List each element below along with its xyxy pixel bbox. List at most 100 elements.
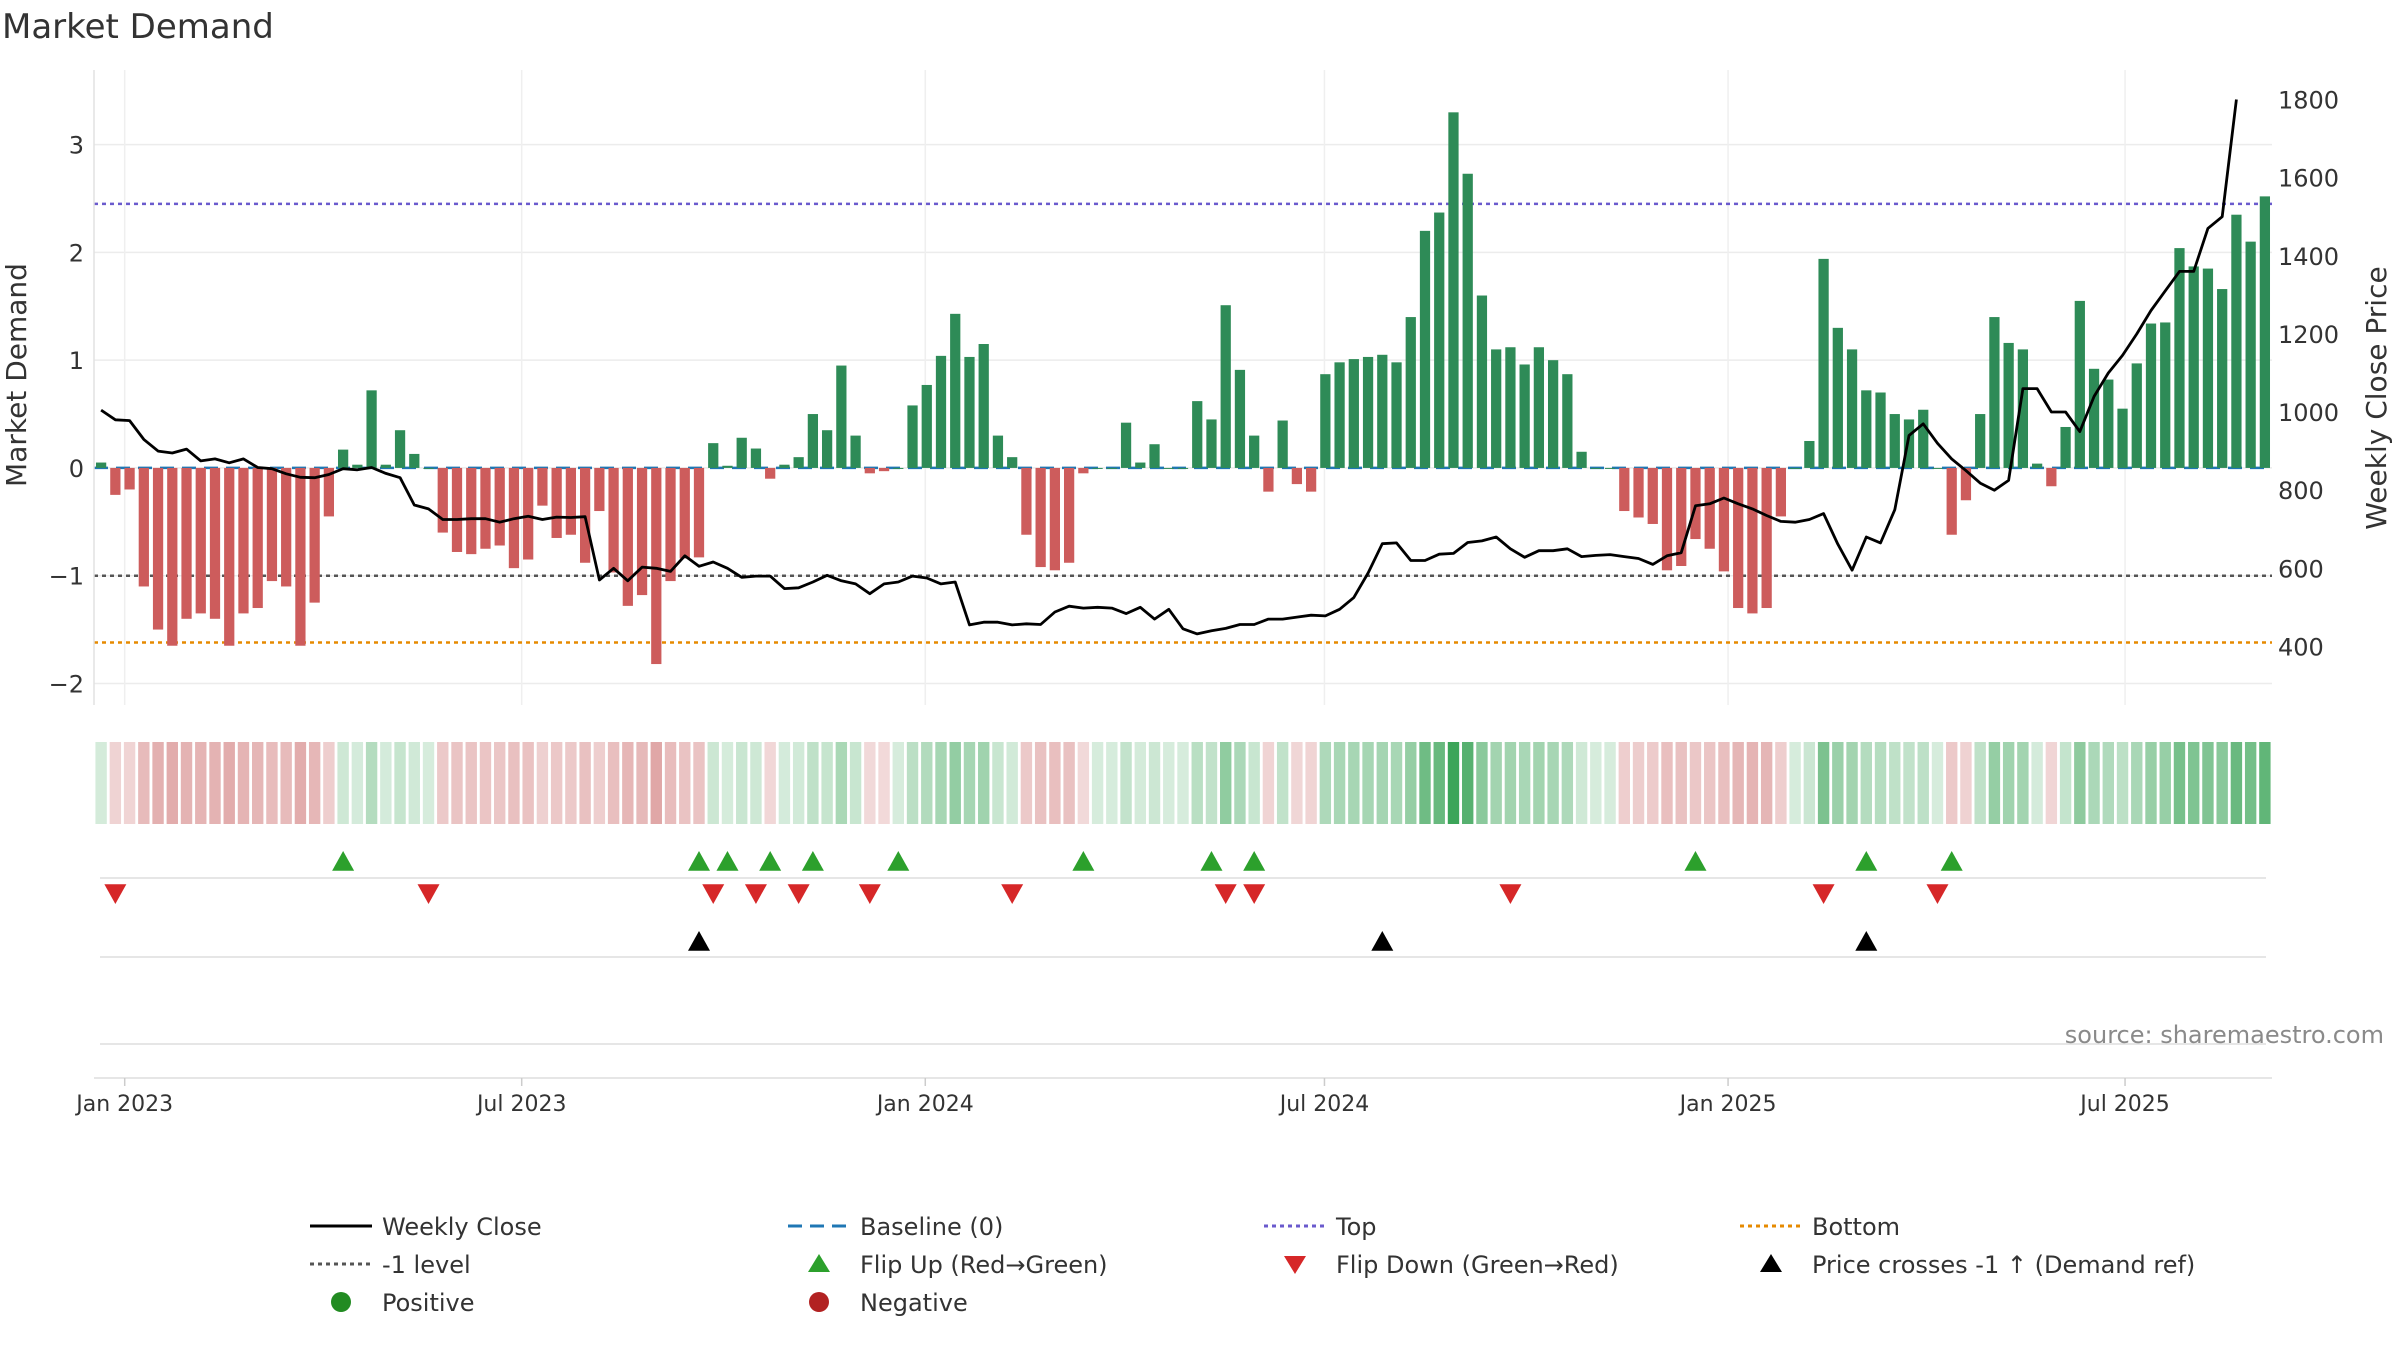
demand-bar [1448,112,1459,468]
heat-cell [1988,742,2001,824]
legend-item: -1 level [310,1251,471,1279]
heat-cell [2116,742,2129,824]
heat-cell [2244,742,2257,824]
heat-cell [1960,742,1972,824]
heat-cell [1561,742,1574,824]
heat-cell [1006,742,1018,824]
heat-cell [1433,742,1445,824]
heat-cell [437,742,449,824]
demand-bar [636,467,648,596]
heat-cell [1860,742,1872,824]
demand-bar [195,467,206,614]
heat-cell [1163,742,1175,824]
legend-label: Baseline (0) [860,1213,1003,1241]
heat-cell [237,742,250,824]
heat-cell [921,742,933,824]
chart-title: Market Demand [2,7,274,47]
price-cross-marker [1855,931,1878,951]
heat-cell [351,742,364,824]
demand-bar [138,467,149,587]
heat-cell [522,742,534,824]
heat-cell [337,742,349,824]
heat-cell [1106,742,1118,824]
legend-item: Weekly Close [310,1213,542,1241]
heat-cell [1760,742,1773,824]
demand-bar [423,467,434,469]
heat-cell [1405,742,1417,824]
heat-cell [2216,742,2228,824]
demand-bar [266,467,278,582]
y2-tick-label: 800 [2278,477,2324,505]
demand-bar [651,467,662,665]
heat-cell [1120,742,1132,824]
y-tick-label: −1 [49,563,84,591]
demand-bar [323,467,335,517]
heat-cell [1262,742,1275,824]
reference-lines [94,202,2272,644]
heat-cell [707,742,719,824]
demand-bar [1348,359,1359,468]
heat-cell [1476,742,1488,824]
heat-cell [607,742,620,824]
heat-cell [138,742,150,824]
demand-bar [409,453,420,468]
demand-bar [2117,408,2128,468]
heat-cell [1504,742,1517,824]
heat-cell [1604,742,1616,824]
demand-bar [1163,467,1174,469]
demand-bar [2088,368,2100,468]
demand-bar [466,467,477,555]
demand-bar [622,467,633,606]
heat-cell [465,742,477,824]
heat-cell [2259,742,2271,824]
demand-bar [337,449,349,468]
demand-bar [366,390,377,468]
flip-up-marker [1200,851,1223,871]
demand-bar [2231,214,2242,468]
flip-down-marker [417,884,440,904]
heat-cell [266,742,278,824]
heat-cell [365,742,378,824]
heat-cell [180,742,193,824]
heat-cell [550,742,563,824]
heat-cell [1462,742,1474,824]
demand-bar [893,467,904,469]
demand-bar [1647,467,1658,524]
demand-bar [1063,467,1075,563]
demand-bar [1320,374,1331,468]
heat-cell [323,742,335,824]
demand-bar [608,467,619,573]
demand-bar [907,405,918,468]
legend-label: Bottom [1812,1213,1900,1241]
demand-bar [295,467,306,646]
price-cross-marker [688,931,710,951]
heat-cell [1789,742,1801,824]
demand-bar [152,467,164,630]
flip-down-marker [1214,884,1237,904]
heat-cell [2002,742,2015,824]
heat-cell [1091,742,1104,824]
legend-swatch [809,1292,829,1312]
heat-cell [1746,742,1759,824]
demand-bar [252,467,263,609]
flip-down-marker [787,884,810,904]
heat-cell [380,742,392,824]
heat-cell [2102,742,2114,824]
heat-cell [2059,742,2072,824]
heat-cell [764,742,776,824]
demand-bar [2145,323,2157,468]
demand-bar [1263,467,1274,492]
heat-cell [1832,742,1844,824]
demand-bar [950,313,961,468]
demand-bar [1875,392,1886,468]
demand-bar [1718,467,1730,572]
flip-down-marker [1001,884,1024,904]
heat-cell [679,742,691,824]
heat-cell [1362,742,1374,824]
demand-bar [850,435,861,468]
demand-bar [537,467,548,506]
heat-cell [451,742,463,824]
heat-cell [1049,742,1061,824]
legend: Weekly Close Baseline (0) Top Bottom -1 leve… [310,1213,2195,1317]
demand-bar [878,467,890,472]
